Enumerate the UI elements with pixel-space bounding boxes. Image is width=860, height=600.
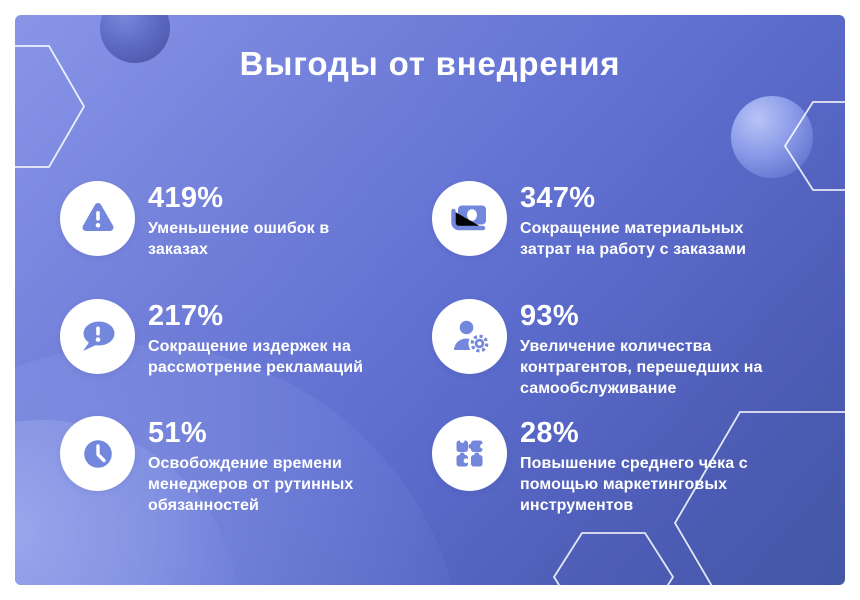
stat-value: 419% [148, 182, 224, 214]
warning-triangle-icon [60, 181, 135, 256]
stat-item-self-service: 93% Увеличение количества контрагентов, … [432, 298, 820, 399]
stat-item-errors: 419% Уменьшение ошибок в заказах [60, 181, 432, 260]
user-gear-icon [432, 298, 507, 374]
stat-description: Сокращение издержек на рассмотрение рекл… [148, 337, 364, 376]
stat-text: 28% Повышение среднего чека с помощью ма… [520, 416, 792, 516]
puzzle-icon [432, 416, 507, 491]
stats-grid: 419% Уменьшение ошибок в заказах 347% Со… [60, 181, 820, 534]
banknotes-icon [432, 181, 507, 256]
stat-description: Увеличение количества контрагентов, пере… [520, 337, 763, 397]
stat-value: 93% [520, 299, 579, 332]
stat-description: Сокращение материальных затрат на работу… [520, 220, 747, 258]
stat-text: 419% Уменьшение ошибок в заказах [148, 181, 380, 260]
stat-description: Освобождение времени менеджеров от рутин… [148, 455, 354, 514]
clock-icon [60, 416, 135, 491]
stat-description: Повышение среднего чека с помощью маркет… [520, 455, 748, 514]
stat-value: 347% [520, 182, 596, 214]
stat-item-material-costs: 347% Сокращение материальных затрат на р… [432, 181, 820, 260]
stat-value: 28% [520, 417, 579, 449]
hexagon-bottom-small [552, 532, 675, 585]
stat-text: 217% Сокращение издержек на рассмотрение… [148, 299, 380, 378]
hexagon-right [783, 101, 845, 191]
stat-item-claims: 217% Сокращение издержек на рассмотрение… [60, 298, 432, 378]
stat-value: 51% [148, 417, 207, 449]
stat-item-time-saving: 51% Освобождение времени менеджеров от р… [60, 416, 432, 516]
stat-value: 217% [148, 299, 224, 332]
stat-description: Уменьшение ошибок в заказах [148, 220, 330, 258]
slide-card: Выгоды от внедрения 419% Уменьшение ошиб… [15, 15, 845, 585]
right-sphere [731, 96, 813, 178]
chat-alert-icon [60, 298, 135, 374]
stat-text: 51% Освобождение времени менеджеров от р… [148, 416, 380, 516]
stat-text: 347% Сокращение материальных затрат на р… [520, 181, 792, 260]
page-title: Выгоды от внедрения [239, 45, 621, 82]
stat-text: 93% Увеличение количества контрагентов, … [520, 299, 792, 399]
stat-item-average-check: 28% Повышение среднего чека с помощью ма… [432, 416, 820, 516]
